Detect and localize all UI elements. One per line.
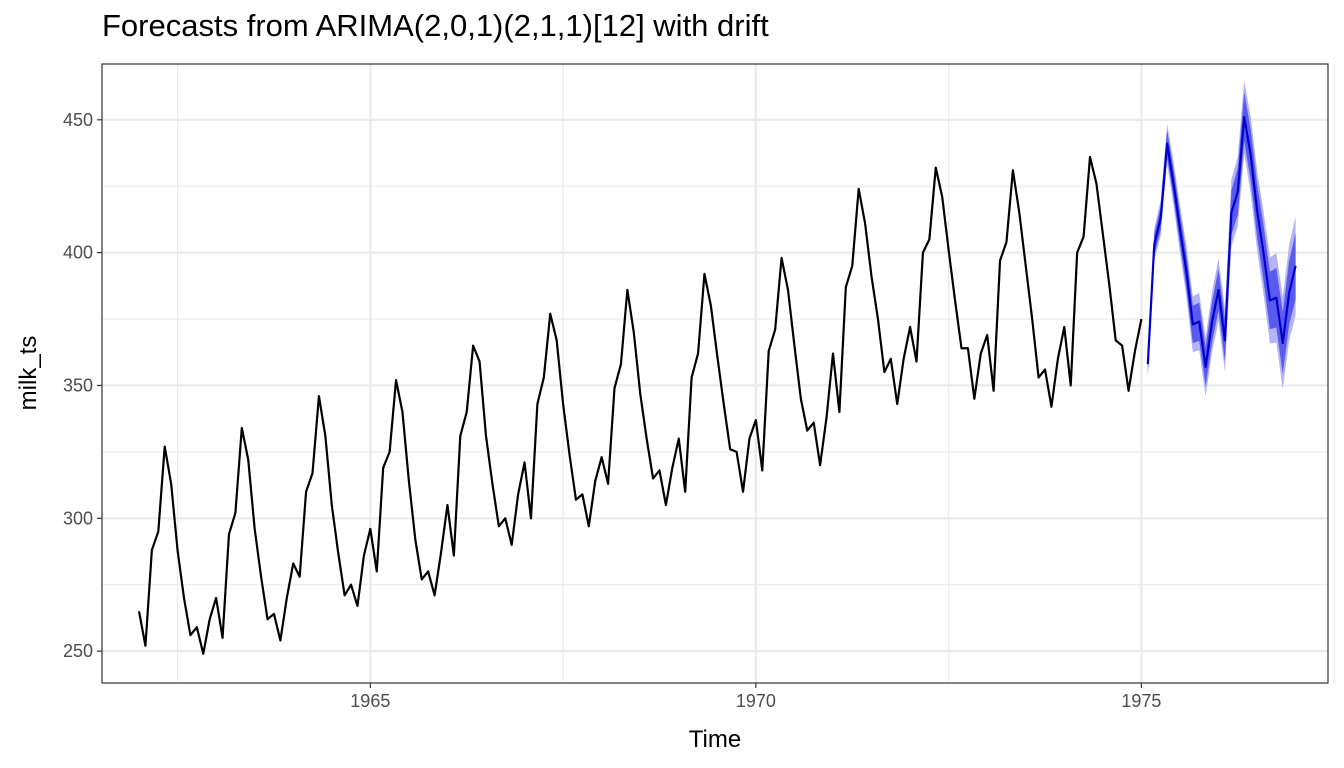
chart-title: Forecasts from ARIMA(2,0,1)(2,1,1)[12] w… xyxy=(102,8,769,43)
forecast-series-line xyxy=(1146,116,1297,368)
x-axis-title: Time xyxy=(689,726,741,753)
y-tick-label: 250 xyxy=(63,641,93,661)
pi80-layer xyxy=(1147,92,1296,387)
x-axis: 1965 1970 1975 xyxy=(350,683,1161,711)
major-grid xyxy=(102,64,1328,683)
x-tick-label: 1970 xyxy=(736,691,776,711)
plot-panel-border xyxy=(101,63,1329,684)
y-tick-label: 300 xyxy=(63,508,93,528)
x-tick-label: 1965 xyxy=(350,691,390,711)
observed-series-line xyxy=(137,155,1143,655)
y-axis-title: milk_ts xyxy=(15,336,42,411)
series-layer xyxy=(137,116,1297,655)
prediction-interval-80-band xyxy=(1147,92,1296,387)
minor-grid xyxy=(102,64,1335,683)
y-tick-label: 450 xyxy=(63,110,93,130)
y-axis: 250 300 350 400 450 xyxy=(63,110,102,661)
y-tick-label: 350 xyxy=(63,375,93,395)
plot-panel-background xyxy=(102,64,1328,683)
y-tick-label: 400 xyxy=(63,243,93,263)
x-tick-label: 1975 xyxy=(1121,691,1161,711)
